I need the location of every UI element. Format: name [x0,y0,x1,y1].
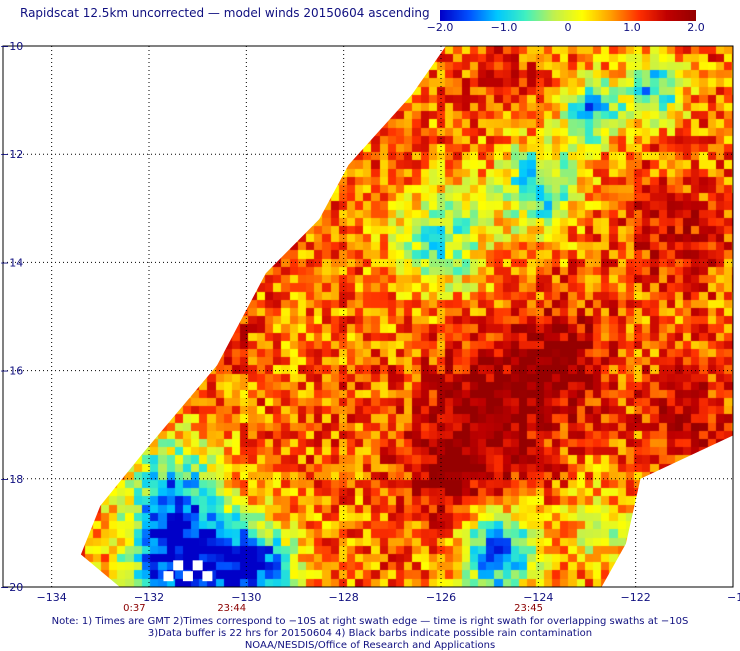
y-tick-label: −20 [0,581,23,594]
colorbar-tick-label: 0 [564,21,572,34]
colorbar-tick-label: −1.0 [490,21,518,34]
no-data-cell [182,571,193,582]
y-tick-label: −10 [0,40,23,53]
no-data-cell [192,560,203,571]
no-data-cell [173,560,184,571]
x-tick-label: −128 [329,591,359,604]
y-tick-label: −18 [0,473,23,486]
no-data-cells [163,560,213,582]
colorbar-tick-label: 1.0 [623,21,641,34]
no-data-cell [163,571,174,582]
grid-lines [3,46,733,587]
plot-frame [2,45,734,588]
x-tick-labels: −134 −132 −130 −128 −126 −124 −122 −120 [37,591,740,604]
x-tick-label: −124 [523,591,553,604]
colorbar-tick-label: −2.0 [426,21,454,34]
footer-note-2: 3)Data buffer is 22 hrs for 20150604 4) … [147,628,593,639]
colorbar-tick-label: 2.0 [687,21,705,34]
footer-credit: NOAA/NESDIS/Office of Research and Appli… [244,640,496,651]
swath-time-label: 23:44 [217,603,246,614]
y-tick-label: −16 [0,365,23,378]
time-labels: 0:37 23:44 23:45 [123,603,543,614]
swath-time-label: 0:37 [123,603,145,614]
x-tick-label: −130 [231,591,261,604]
y-tick-labels: −10 −12 −14 −16 −18 −20 [0,40,23,594]
y-tick-label: −12 [0,148,23,161]
x-tick-label: −134 [37,591,67,604]
chart-title: Rapidscat 12.5km uncorrected — model win… [20,6,430,20]
swath-time-label: 23:45 [514,603,543,614]
no-data-cell [202,571,213,582]
footer-note-1: Note: 1) Times are GMT 2)Times correspon… [51,616,689,627]
x-tick-label: −126 [426,591,456,604]
x-tick-label: −122 [621,591,651,604]
y-tick-label: −14 [0,256,23,269]
x-tick-label: −132 [134,591,164,604]
x-tick-label: −120 [727,591,740,604]
colorbar [440,10,696,21]
